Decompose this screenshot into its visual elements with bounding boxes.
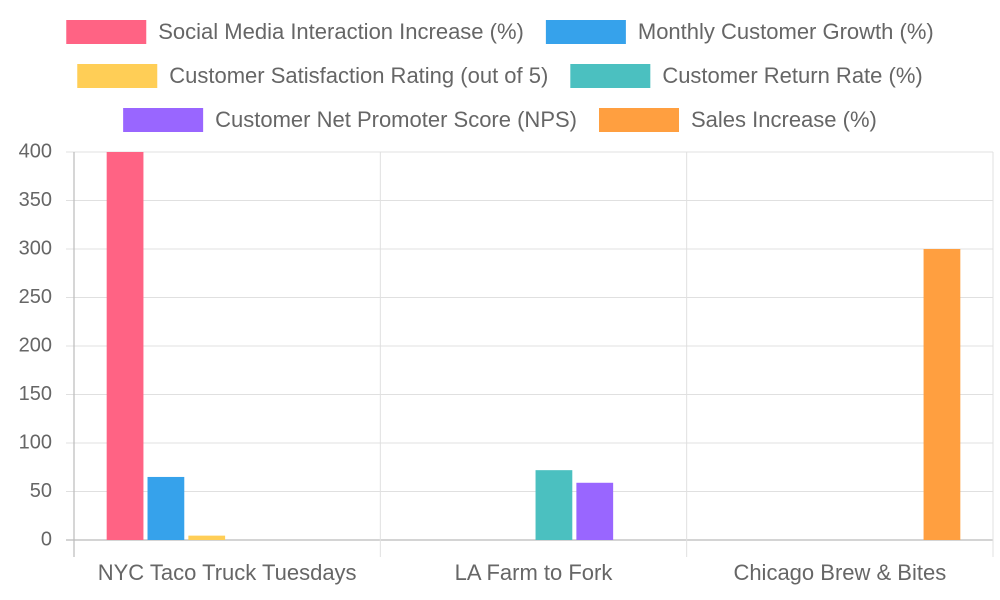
legend-swatch [545, 20, 626, 44]
legend-swatch [66, 20, 147, 44]
x-tick-label: NYC Taco Truck Tuesdays [98, 560, 357, 585]
y-tick-label: 50 [30, 480, 52, 502]
y-tick-label: 0 [41, 528, 52, 550]
legend-label: Customer Return Rate (%) [662, 63, 922, 88]
y-tick-label: 250 [19, 286, 52, 308]
y-tick-label: 150 [19, 383, 52, 405]
legend-label: Monthly Customer Growth (%) [638, 19, 934, 44]
legend-swatch [570, 64, 651, 88]
bar [147, 476, 185, 540]
bar [923, 249, 961, 540]
legend-swatch [123, 108, 204, 132]
y-tick-label: 200 [19, 334, 52, 356]
legend-label: Customer Net Promoter Score (NPS) [215, 107, 577, 132]
y-tick-label: 350 [19, 189, 52, 211]
y-tick-label: 300 [19, 237, 52, 259]
bar [106, 152, 144, 540]
y-tick-label: 100 [19, 431, 52, 453]
bar [188, 535, 226, 540]
x-tick-label: Chicago Brew & Bites [733, 560, 946, 585]
legend-swatch [77, 64, 158, 88]
y-tick-label: 400 [19, 140, 52, 162]
bar [576, 482, 614, 540]
legend-label: Social Media Interaction Increase (%) [158, 19, 524, 44]
legend-label: Sales Increase (%) [691, 107, 877, 132]
legend-swatch [599, 108, 680, 132]
bar [535, 470, 573, 540]
legend-label: Customer Satisfaction Rating (out of 5) [169, 63, 548, 88]
x-tick-label: LA Farm to Fork [455, 560, 614, 585]
